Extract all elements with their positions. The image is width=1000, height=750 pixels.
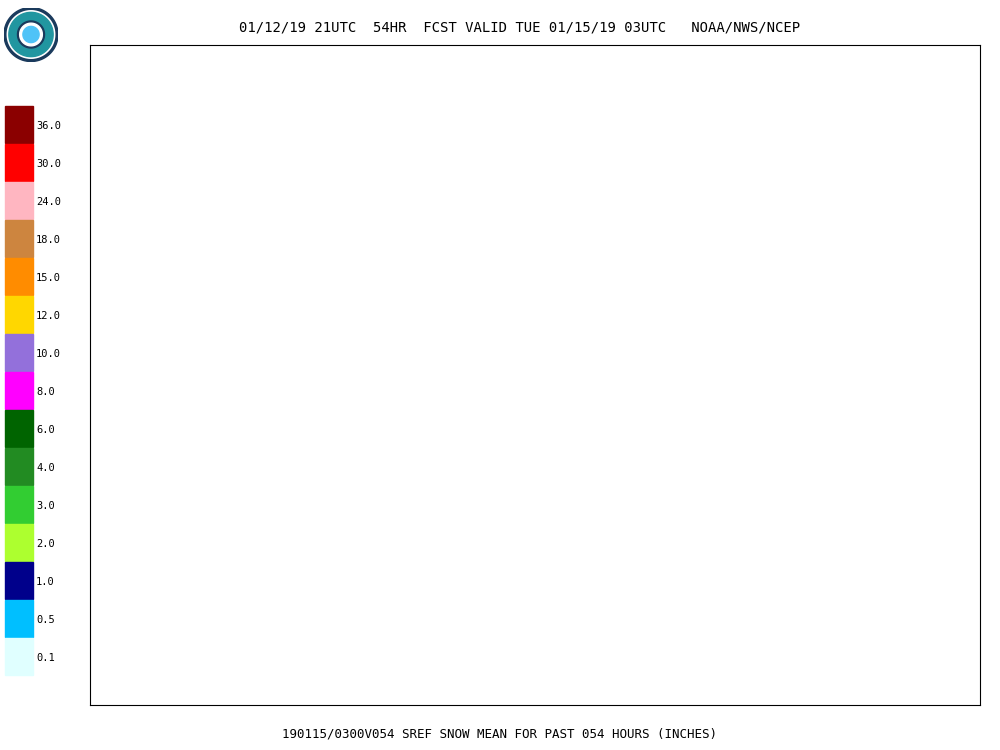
Text: 6.0: 6.0 <box>36 425 55 435</box>
Polygon shape <box>4 8 58 62</box>
Text: 0.1: 0.1 <box>36 653 55 663</box>
Text: 01/12/19 21UTC  54HR  FCST VALID TUE 01/15/19 03UTC   NOAA/NWS/NCEP: 01/12/19 21UTC 54HR FCST VALID TUE 01/15… <box>239 20 801 34</box>
Text: 4.0: 4.0 <box>36 463 55 473</box>
Text: 190115/0300V054 SREF SNOW MEAN FOR PAST 054 HOURS (INCHES): 190115/0300V054 SREF SNOW MEAN FOR PAST … <box>283 728 718 740</box>
Polygon shape <box>7 10 55 58</box>
Text: 18.0: 18.0 <box>36 235 61 245</box>
Polygon shape <box>18 21 44 48</box>
Polygon shape <box>23 26 39 43</box>
Text: 30.0: 30.0 <box>36 159 61 169</box>
Text: 2.0: 2.0 <box>36 539 55 549</box>
Polygon shape <box>20 23 42 46</box>
Text: 0.5: 0.5 <box>36 615 55 625</box>
Polygon shape <box>9 12 53 57</box>
Text: 3.0: 3.0 <box>36 501 55 511</box>
Text: 10.0: 10.0 <box>36 349 61 359</box>
Text: 24.0: 24.0 <box>36 197 61 207</box>
Text: 36.0: 36.0 <box>36 121 61 131</box>
Text: 15.0: 15.0 <box>36 273 61 283</box>
Text: 8.0: 8.0 <box>36 387 55 397</box>
Text: 1.0: 1.0 <box>36 577 55 587</box>
Text: 12.0: 12.0 <box>36 311 61 321</box>
